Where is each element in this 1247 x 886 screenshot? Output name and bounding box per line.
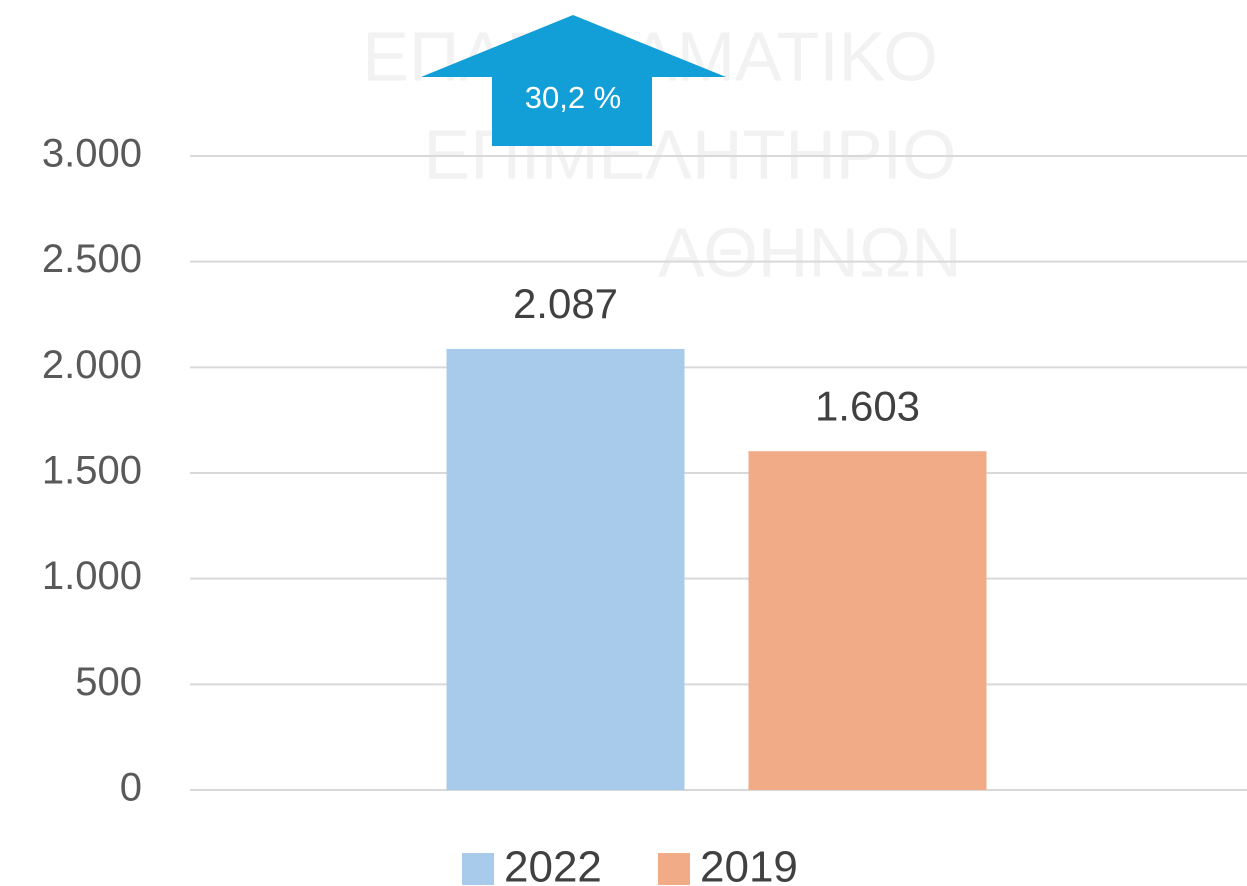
- y-tick-label: 500: [75, 660, 142, 704]
- bar: [446, 348, 685, 790]
- legend-label: 2022: [504, 843, 602, 886]
- y-tick-label: 0: [120, 766, 142, 810]
- annotation-text: 30,2 %: [525, 80, 622, 115]
- y-tick-label: 1.000: [42, 554, 142, 598]
- y-tick-label: 2.500: [42, 237, 142, 281]
- legend-label: 2019: [700, 843, 798, 886]
- watermark-text: ΑΘΗΝΩΝ: [658, 213, 962, 291]
- data-label: 2.087: [513, 280, 618, 327]
- annotation-arrow: [421, 15, 726, 146]
- legend-swatch: [658, 853, 690, 885]
- y-tick-label: 3.000: [42, 132, 142, 176]
- data-label: 1.603: [815, 382, 920, 429]
- bar: [748, 451, 987, 790]
- legend-swatch: [462, 853, 494, 885]
- y-tick-label: 1.500: [42, 449, 142, 493]
- y-tick-label: 2.000: [42, 343, 142, 387]
